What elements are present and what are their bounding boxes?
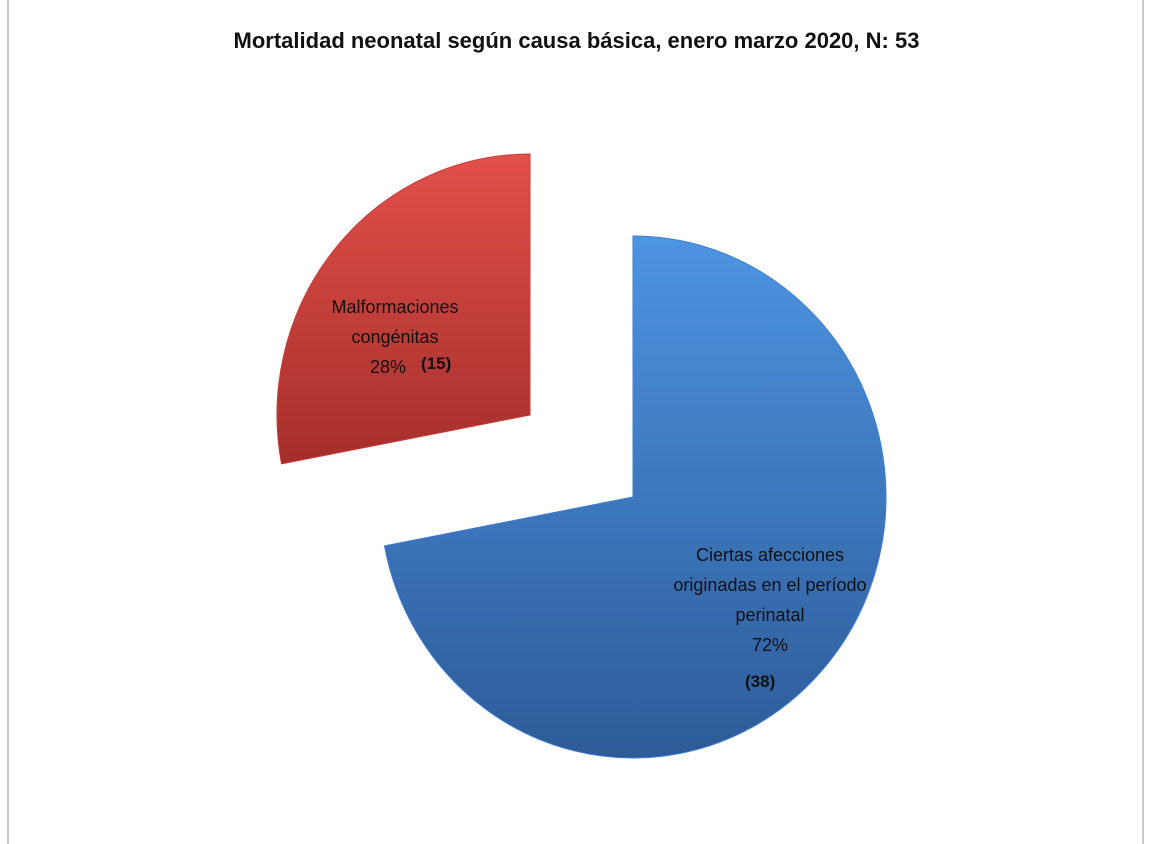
slice-percent: 72% — [751, 635, 789, 655]
slice-percent: 28% — [370, 357, 407, 377]
pie-slice — [383, 235, 887, 759]
slice-count: (15) — [421, 354, 452, 373]
chart-title: Mortalidad neonatal según causa básica, … — [233, 28, 920, 53]
slice-label: Ciertas afecciones originadas en el perí… — [670, 540, 870, 660]
slice-label: Malformaciones congénitas 28% — [300, 292, 490, 382]
slice-count: (38) — [745, 672, 776, 691]
pie-slice — [276, 153, 531, 465]
chart-border — [7, 0, 1144, 844]
